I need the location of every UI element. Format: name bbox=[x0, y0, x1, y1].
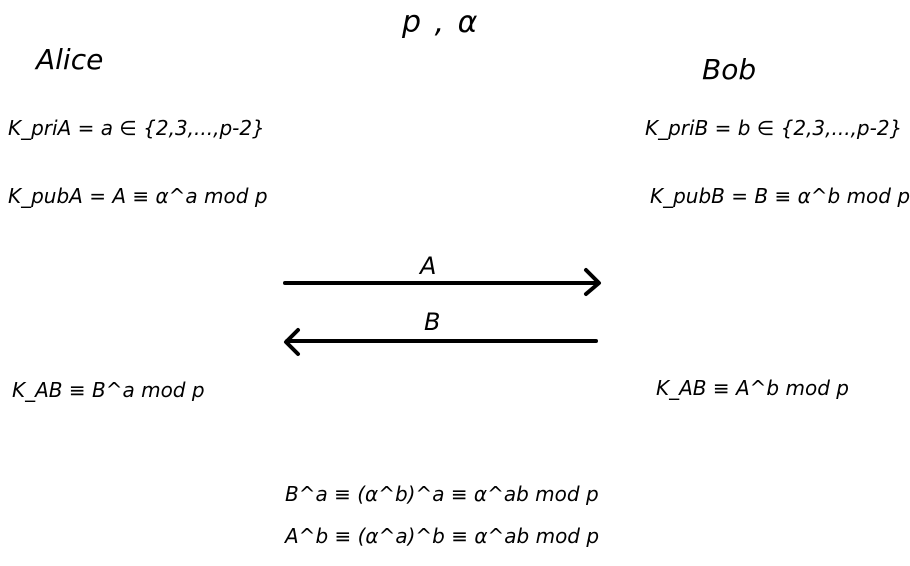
arrow-a-label: A bbox=[420, 252, 437, 280]
diagram-title: p , α bbox=[402, 5, 480, 40]
alice-label: Alice bbox=[36, 43, 104, 76]
bob-shared-key: K_AB ≡ A^b mod p bbox=[656, 376, 849, 400]
proof-line-alice: B^a ≡ (α^b)^a ≡ α^ab mod p bbox=[285, 482, 599, 506]
bob-public-key: K_pubB = B ≡ α^b mod p bbox=[650, 184, 910, 208]
bob-label: Bob bbox=[702, 53, 757, 86]
arrow-a-to-b bbox=[283, 268, 601, 296]
bob-private-key: K_priB = b ∈ {2,3,...,p-2} bbox=[645, 116, 903, 140]
arrow-b-label: B bbox=[424, 308, 441, 336]
arrow-b-to-a bbox=[284, 328, 598, 356]
alice-private-key: K_priA = a ∈ {2,3,...,p-2} bbox=[8, 116, 265, 140]
alice-shared-key: K_AB ≡ B^a mod p bbox=[12, 378, 205, 402]
alice-public-key: K_pubA = A ≡ α^a mod p bbox=[8, 184, 268, 208]
proof-line-bob: A^b ≡ (α^a)^b ≡ α^ab mod p bbox=[285, 524, 600, 548]
